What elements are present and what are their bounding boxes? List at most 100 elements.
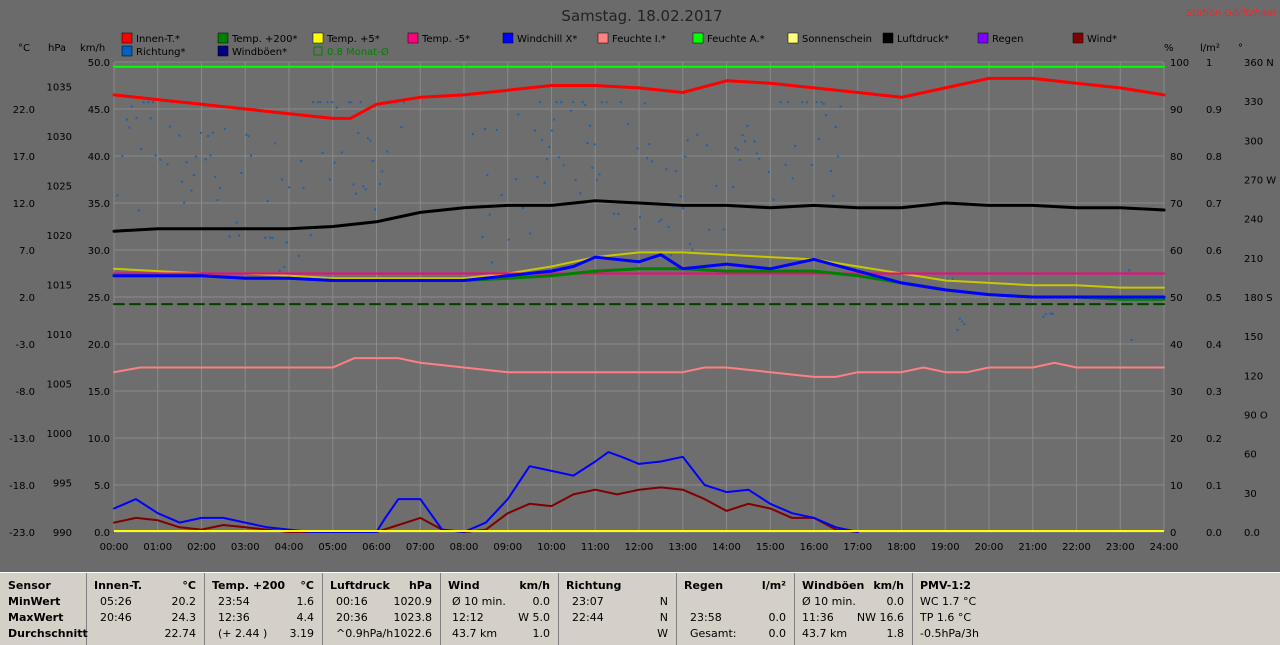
direction-point (574, 179, 577, 182)
footer-col-header: Wind km/h (440, 578, 558, 594)
direction-point (125, 118, 128, 121)
footer-cell-value: 1.6 (296, 595, 315, 608)
legend-label: Feuchte A.* (707, 34, 765, 45)
footer-col-header: Richtung (558, 578, 676, 594)
footer-cell-value: W 5.0 (518, 611, 550, 624)
time-tick-label: 01:00 (143, 542, 172, 553)
direction-point (347, 101, 350, 104)
direction-point (335, 106, 338, 109)
chart-series (112, 65, 1166, 533)
footer-cell-time: 23:54 (218, 595, 250, 608)
time-tick-label: 07:00 (406, 542, 435, 553)
footer-header-label: Temp. +200 (212, 579, 286, 592)
direction-point (312, 101, 315, 104)
legend-label: Feuchte I.* (612, 34, 666, 45)
direction-point (767, 170, 770, 173)
direction-point (245, 133, 248, 136)
direction-point (834, 125, 837, 128)
footer-cell-time: 11:36 (802, 611, 834, 624)
direction-point (240, 172, 243, 174)
pressure-tick-label: 1025 (47, 182, 72, 193)
wind-tick-label: 40.0 (88, 152, 110, 163)
direction-point (228, 235, 231, 238)
direction-point (829, 170, 832, 173)
temp-tick-label: -8.0 (15, 387, 35, 398)
direction-point (359, 101, 362, 104)
direction-point (734, 146, 737, 149)
footer-row (676, 594, 794, 610)
direction-point (667, 225, 670, 228)
footer-col-header: Regen l/m² (676, 578, 794, 594)
footer-col-header: PMV-1:2 (912, 578, 1280, 594)
direction-point (832, 195, 835, 198)
time-tick-label: 14:00 (712, 542, 741, 553)
direction-point (674, 170, 677, 173)
direction-point (591, 166, 594, 169)
footer-col-header: Sensor (0, 578, 86, 594)
direction-point (951, 278, 954, 281)
direction-point (1042, 315, 1045, 318)
time-tick-label: 09:00 (493, 542, 522, 553)
series-line (112, 76, 1166, 120)
footer-cell-value: 0.0 (886, 595, 905, 608)
direction-point (514, 178, 517, 181)
direction-point (753, 140, 756, 143)
time-tick-label: 13:00 (668, 542, 697, 553)
direction-point (746, 124, 749, 127)
legend-label: Windböen* (232, 47, 287, 58)
direction-point (195, 155, 198, 158)
footer-row: 20:36 1023.8 (322, 610, 440, 626)
footer-cell-value: 1022.6 (393, 627, 433, 640)
direction-point (128, 126, 131, 129)
legend-item: Richtung* (121, 45, 186, 58)
footer-row: MaxWert (0, 610, 86, 626)
footer-col-sensor: Sensor MinWert MaxWert Durchschnitt (0, 573, 88, 645)
legend-swatch (313, 46, 323, 56)
direction-point (529, 232, 532, 235)
direction-point (548, 145, 551, 148)
direction-point (374, 208, 377, 211)
footer-row: 00:16 1020.9 (322, 594, 440, 610)
humidity-tick-label: 80 (1170, 152, 1183, 163)
legend-item: Luftdruck* (882, 32, 949, 45)
direction-tick-label: 360 N (1244, 58, 1274, 69)
direction-point (715, 185, 718, 187)
direction-tick-label: 120 (1244, 371, 1263, 382)
humidity-unit-label: % (1164, 43, 1174, 54)
direction-point (584, 103, 587, 106)
footer-header-label: Luftdruck (330, 579, 390, 592)
time-tick-label: 03:00 (231, 542, 260, 553)
rain-tick-label: 0.8 (1206, 152, 1222, 163)
direction-point (152, 101, 155, 104)
time-tick-label: 12:00 (625, 542, 654, 553)
humidity-tick-label: 100 (1170, 58, 1189, 69)
direction-point (569, 109, 572, 112)
wind-tick-label: 50.0 (88, 58, 110, 69)
pressure-tick-label: 1005 (47, 380, 72, 391)
footer-cell-value: 24.3 (171, 611, 197, 624)
time-tick-label: 00:00 (100, 542, 129, 553)
direction-point (636, 147, 639, 150)
legend-item: Sonnenschein (787, 32, 872, 45)
temp-tick-label: -3.0 (15, 340, 35, 351)
footer-row: W (558, 626, 676, 642)
time-tick-label: 04:00 (275, 542, 304, 553)
footer-col-regen: Regen l/m² 23:58 0.0 Gesamt: 0.0 (676, 573, 795, 645)
direction-point (283, 266, 286, 269)
direction-point (297, 254, 300, 257)
station-name: Station Göritzhain (1186, 8, 1276, 19)
direction-point (168, 125, 171, 128)
direction-point (825, 114, 828, 117)
direction-point (281, 178, 283, 181)
direction-point (739, 158, 742, 161)
wind-tick-label: 20.0 (88, 340, 110, 351)
direction-tick-label: 270 W (1244, 176, 1276, 187)
direction-point (367, 137, 369, 140)
footer-row: Gesamt: 0.0 (676, 626, 794, 642)
direction-point (371, 160, 374, 163)
legend-label: Richtung* (136, 47, 186, 58)
temp-tick-label: 17.0 (13, 152, 35, 163)
pressure-tick-label: 1035 (47, 83, 72, 94)
direction-point (216, 199, 219, 202)
legend-swatch (121, 32, 133, 44)
